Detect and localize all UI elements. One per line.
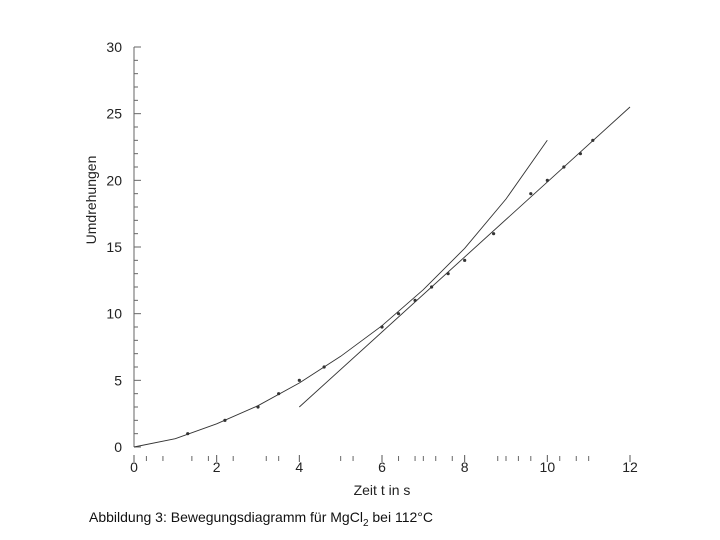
chart: 0 5 10 15 20 25 30 0 2 4 6 8 10 12 Zeit t in s Umdreh… xyxy=(83,39,638,498)
y-axis-label: Umdrehungen xyxy=(83,156,99,245)
y-tick-label: 20 xyxy=(106,172,122,188)
y-tick-label: 15 xyxy=(106,239,122,255)
y-tick-label: 10 xyxy=(106,306,122,322)
data-point xyxy=(529,192,533,196)
y-tick-label: 5 xyxy=(114,372,122,388)
y-tick-label: 25 xyxy=(106,106,122,122)
fit-curve xyxy=(133,140,548,448)
caption-prefix: Abbildung 3: Bewegungsdiagramm für MgCl xyxy=(89,509,363,525)
x-axis-label: Zeit t in s xyxy=(354,482,411,498)
fit-line xyxy=(298,106,631,408)
data-point xyxy=(396,312,401,316)
y-tick-label: 30 xyxy=(106,39,122,55)
series-layer xyxy=(133,106,631,448)
y-tick-label: 0 xyxy=(114,439,122,455)
figure-caption: Abbildung 3: Bewegungsdiagramm für MgCl2… xyxy=(89,509,433,529)
x-tick-label: 0 xyxy=(130,459,138,475)
x-tick-label: 8 xyxy=(461,459,469,475)
x-tick-label: 12 xyxy=(622,459,638,475)
data-point xyxy=(297,378,301,382)
data-point xyxy=(492,232,496,236)
x-tick-label: 4 xyxy=(295,459,303,475)
caption-suffix: bei 112°C xyxy=(368,509,433,525)
x-tick-label: 2 xyxy=(213,459,221,475)
tick-marks xyxy=(133,46,631,462)
data-point xyxy=(463,258,467,262)
x-tick-label: 6 xyxy=(378,459,386,475)
tick-labels: 0 5 10 15 20 25 30 0 2 4 6 8 10 12 xyxy=(106,39,638,475)
caption-subscript: 2 xyxy=(362,517,369,529)
x-tick-label: 10 xyxy=(540,459,556,475)
